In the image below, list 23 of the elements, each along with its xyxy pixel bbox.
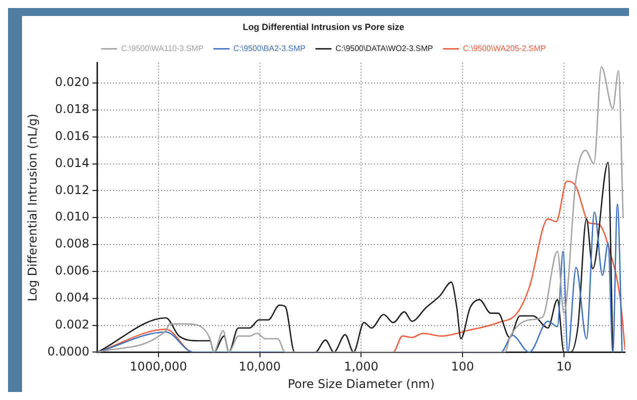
y-tick-label: 0.006	[55, 264, 90, 278]
y-tick-label: 0.008	[55, 236, 90, 251]
y-tick-label: 0.020	[55, 75, 90, 90]
y-tick-label: 0.012	[55, 182, 90, 197]
y-tick-label: 0.0000	[47, 344, 90, 358]
legend-label: C:\9500\DATA\WO2-3.SMP	[335, 44, 433, 54]
x-tick-label: 1000,000	[130, 360, 188, 374]
y-tick-label: 0.014	[55, 156, 90, 170]
y-tick-label: 0.016	[55, 128, 90, 143]
x-tick-label: 100	[451, 360, 474, 374]
x-axis-title: Pore Size Diameter (nm)	[288, 376, 435, 391]
chart-title: Log Differential Intrusion vs Pore size	[242, 22, 404, 32]
legend-label: C:\9500\WA205-2.SMP	[462, 44, 546, 54]
y-axis-title: Log Differential Intrusion (nL/g)	[25, 114, 40, 302]
legend-label: C:\9500\BA2-3.SMP	[233, 44, 306, 54]
y-tick-label: 0.018	[55, 102, 90, 116]
y-tick-label: 0.010	[55, 210, 90, 224]
y-tick-label: 0.002	[55, 317, 90, 332]
y-tick-label: 0.004	[55, 290, 90, 304]
x-tick-label: 1,000	[344, 360, 378, 374]
legend-label: C:\9500\WA110-3.SMP	[121, 44, 204, 54]
x-tick-label: 10	[556, 360, 572, 374]
x-tick-label: 10,000	[238, 360, 281, 374]
